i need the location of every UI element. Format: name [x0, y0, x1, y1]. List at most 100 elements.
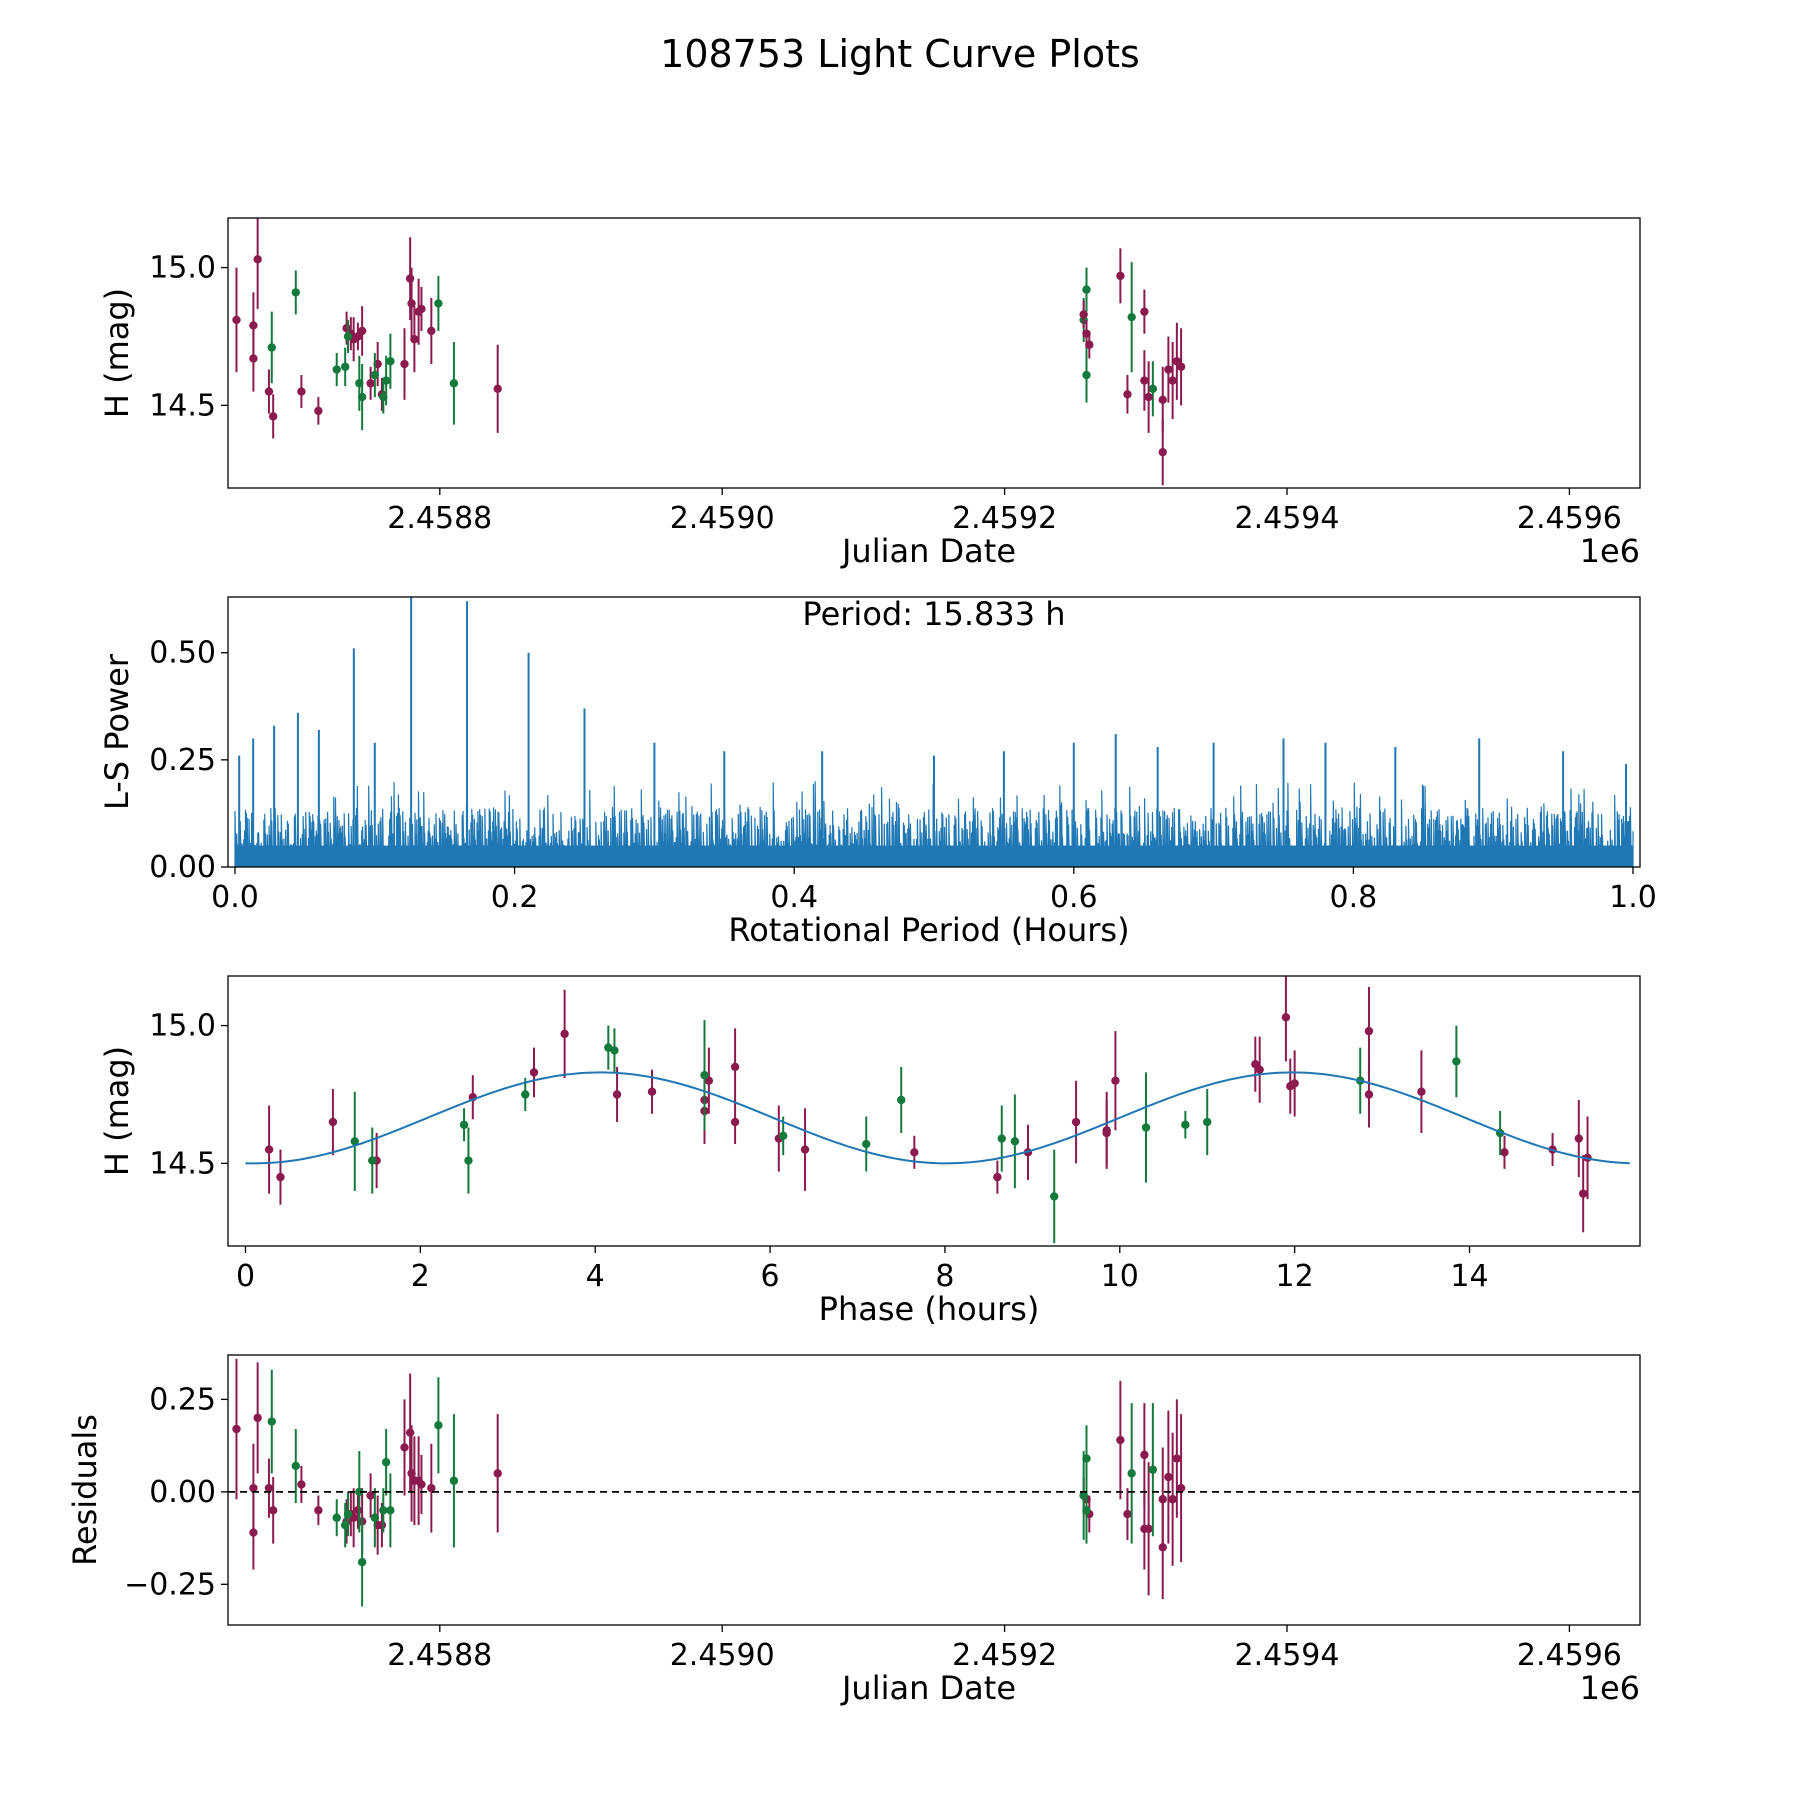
data-point	[1417, 1087, 1426, 1096]
data-point	[434, 1421, 443, 1430]
data-point	[1144, 392, 1153, 402]
x-tick-label: 0	[236, 1259, 255, 1294]
data-point	[355, 1487, 364, 1497]
y-tick-label: 0.25	[149, 743, 216, 778]
data-point	[1168, 376, 1177, 385]
x-tick-label: 2.4596	[1517, 501, 1622, 536]
data-point	[997, 1134, 1006, 1143]
data-point	[1181, 1120, 1190, 1129]
data-point	[407, 299, 416, 308]
x-tick-label: 8	[935, 1259, 954, 1294]
data-point	[332, 1513, 341, 1522]
data-point	[1116, 271, 1125, 281]
data-point	[1102, 1128, 1111, 1138]
data-point	[1123, 390, 1132, 399]
data-point	[297, 387, 306, 396]
y-axis-label: H (mag)	[98, 1046, 136, 1176]
data-point	[314, 1506, 323, 1515]
data-point	[612, 1090, 622, 1099]
data-point	[1079, 310, 1088, 319]
x-tick-label: 2.4592	[952, 501, 1057, 536]
data-point	[521, 1090, 530, 1099]
x-tick-label: 4	[586, 1259, 605, 1294]
panel-periodogram: Period: 15.833 h 0.0 0.2 0.4 0.6 0.8 1.0 0.00 0.…	[98, 595, 1657, 949]
data-point	[647, 1087, 657, 1096]
data-point	[357, 392, 367, 402]
data-point	[268, 412, 278, 421]
model-fit-line	[245, 1071, 1630, 1165]
y-tick-label: 15.0	[149, 251, 216, 286]
data-point	[328, 1117, 338, 1127]
data-layer	[228, 1358, 1640, 1607]
data-point	[353, 1506, 363, 1515]
axes-frame	[227, 1354, 1641, 1626]
x-tick-label: 2.4588	[387, 501, 492, 536]
data-point	[1127, 1469, 1136, 1478]
data-point	[1255, 1065, 1264, 1074]
data-point	[410, 335, 419, 344]
y-tick-label: 14.5	[149, 1146, 216, 1181]
data-point	[427, 1483, 436, 1493]
data-point	[730, 1062, 740, 1072]
panel-phased: 0 2 4 6 8 10 12 14 14.5 15.0 Phase (hours) H (mag)	[98, 975, 1641, 1328]
data-point	[1111, 1076, 1120, 1085]
data-layer	[245, 976, 1630, 1244]
data-point	[1203, 1117, 1212, 1127]
x-tick-label: 0.4	[770, 880, 818, 915]
data-point	[232, 315, 241, 325]
panels: 2.4588 2.4590 2.4592 2.4594 2.4596 14.5 15.0 Ju…	[66, 217, 1657, 1707]
data-point	[1574, 1134, 1583, 1143]
data-point	[529, 1068, 539, 1077]
data-point	[276, 1172, 285, 1182]
axes-frame	[227, 596, 1641, 868]
data-point	[1140, 1450, 1149, 1460]
data-point	[400, 1443, 409, 1452]
data-point	[386, 357, 395, 366]
data-point	[800, 1145, 810, 1154]
axes-frame	[227, 975, 1641, 1247]
data-point	[1082, 370, 1091, 380]
data-point	[232, 1424, 241, 1434]
data-point	[464, 1156, 473, 1165]
x-axis-label: Rotational Period (Hours)	[728, 911, 1129, 949]
data-point	[1140, 307, 1149, 316]
x-axis-label: Julian Date	[840, 532, 1016, 570]
y-tick-label: 0.25	[149, 1382, 216, 1417]
data-point	[314, 406, 323, 416]
x-tick-label: 0.2	[491, 880, 539, 915]
data-point	[493, 384, 502, 394]
data-point	[366, 1491, 375, 1500]
data-point	[332, 365, 341, 374]
data-point	[343, 1509, 353, 1519]
data-layer	[234, 597, 1634, 867]
data-point	[1085, 340, 1094, 349]
data-point	[1082, 1506, 1091, 1515]
x-tick-label: 0.8	[1330, 880, 1378, 915]
data-point	[1500, 1148, 1509, 1157]
x-offset-label: 1e6	[1580, 1669, 1640, 1707]
data-point	[1578, 1189, 1588, 1198]
x-tick-label: 2	[411, 1259, 430, 1294]
panel-residuals: 2.4588 2.4590 2.4592 2.4594 2.4596 −0.25 0.00 0…	[66, 1354, 1641, 1707]
data-point	[1050, 1192, 1059, 1201]
y-axis-label: H (mag)	[98, 288, 136, 418]
data-point	[381, 1458, 391, 1467]
x-tick-label: 1.0	[1609, 880, 1657, 915]
x-tick-label: 2.4590	[670, 1638, 775, 1673]
data-point	[377, 1520, 387, 1530]
x-tick-label: 14	[1450, 1259, 1488, 1294]
data-point	[264, 1483, 274, 1493]
data-point	[370, 370, 380, 380]
data-point	[1281, 1013, 1291, 1022]
figure-title: 108753 Light Curve Plots	[660, 32, 1140, 76]
data-point	[340, 362, 350, 371]
data-point	[264, 387, 274, 396]
data-point	[910, 1148, 919, 1157]
data-point	[1082, 285, 1091, 294]
data-point	[1158, 447, 1167, 457]
y-tick-label: −0.25	[124, 1567, 216, 1602]
data-point	[1144, 1524, 1153, 1534]
data-point	[1116, 1435, 1125, 1445]
data-point	[249, 1528, 258, 1537]
data-point	[291, 1461, 300, 1471]
